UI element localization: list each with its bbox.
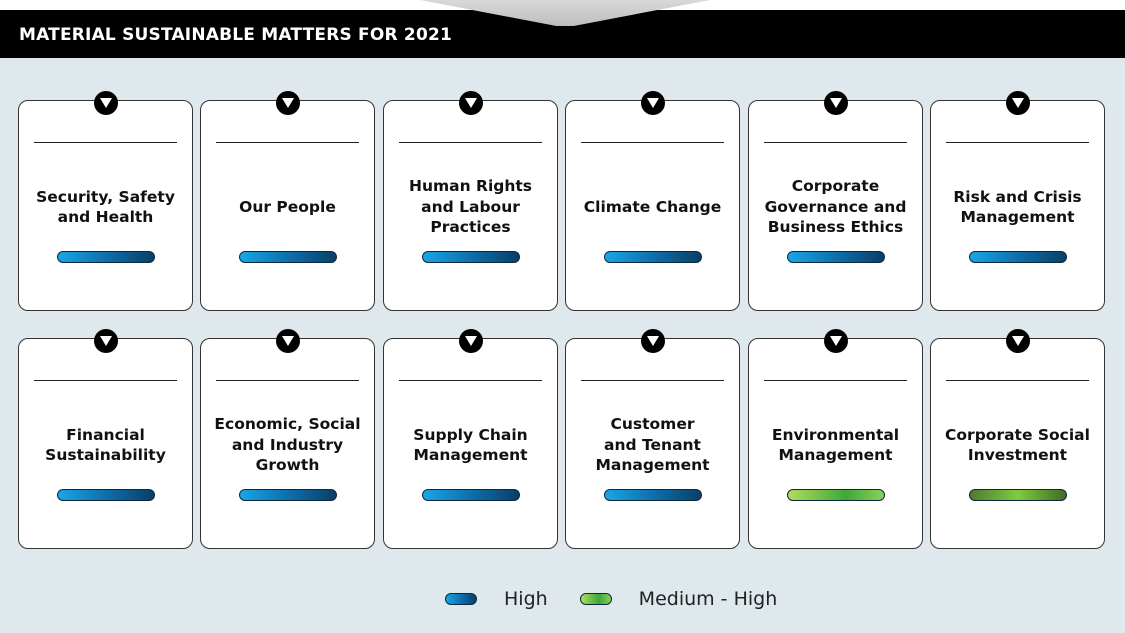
card-divider: [216, 380, 359, 381]
level-indicator-high: [56, 489, 155, 501]
page-title: MATERIAL SUSTAINABLE MATTERS FOR 2021: [19, 25, 453, 45]
card-title: Customer and Tenant Management: [595, 415, 710, 475]
legend: High Medium - High: [445, 586, 809, 612]
card-divider: [34, 380, 177, 381]
chevron-down-icon: [275, 329, 300, 353]
matter-card: Risk and Crisis Management: [930, 91, 1105, 311]
chevron-down-icon: [1005, 91, 1030, 115]
card-divider: [764, 142, 907, 143]
card-title: Our People: [239, 197, 336, 216]
chevron-down-icon: [458, 91, 483, 115]
card-title: Security, Safety and Health: [36, 187, 175, 227]
chevron-down-icon: [823, 329, 848, 353]
matter-card: Customer and Tenant Management: [565, 329, 740, 549]
level-indicator-high: [786, 251, 885, 263]
chevron-down-icon: [275, 91, 300, 115]
chevron-down-icon: [1005, 329, 1030, 353]
card-title: Climate Change: [583, 197, 722, 216]
matter-card: Corporate Governance and Business Ethics: [748, 91, 923, 311]
level-indicator-medium-high: [786, 489, 885, 501]
card-divider: [946, 380, 1089, 381]
card-divider: [34, 142, 177, 143]
matter-card: Our People: [200, 91, 375, 311]
card-title: Financial Sustainability: [45, 425, 166, 465]
legend-high-label: High: [504, 588, 548, 610]
card-divider: [216, 142, 359, 143]
legend-medium-high-label: Medium - High: [638, 588, 778, 610]
card-divider: [764, 380, 907, 381]
matter-card: Security, Safety and Health: [18, 91, 193, 311]
level-indicator-high: [238, 251, 337, 263]
level-indicator-high: [603, 489, 702, 501]
card-divider: [581, 380, 724, 381]
chevron-down-icon: [458, 329, 483, 353]
level-indicator-high: [56, 251, 155, 263]
level-indicator-high: [968, 251, 1067, 263]
level-indicator-high: [603, 251, 702, 263]
legend-medium-high-swatch: [579, 593, 612, 605]
card-divider: [946, 142, 1089, 143]
card-title: Human Rights and Labour Practices: [408, 177, 533, 237]
matter-card: Climate Change: [565, 91, 740, 311]
card-title: Environmental Management: [771, 425, 900, 465]
card-title: Supply Chain Management: [413, 425, 528, 465]
matter-card: Environmental Management: [748, 329, 923, 549]
level-indicator-high: [421, 251, 520, 263]
chevron-down-icon: [640, 91, 665, 115]
level-indicator-medium-high: [968, 489, 1067, 501]
matter-card: Corporate Social Investment: [930, 329, 1105, 549]
matter-card: Human Rights and Labour Practices: [383, 91, 558, 311]
level-indicator-high: [421, 489, 520, 501]
chevron-down-icon: [823, 91, 848, 115]
matter-card: Economic, Social and Industry Growth: [200, 329, 375, 549]
chevron-down-icon: [93, 329, 118, 353]
card-divider: [399, 142, 542, 143]
card-title: Economic, Social and Industry Growth: [214, 415, 361, 475]
card-title: Corporate Governance and Business Ethics: [764, 177, 907, 237]
card-title: Risk and Crisis Management: [953, 187, 1082, 227]
card-divider: [399, 380, 542, 381]
card-divider: [581, 142, 724, 143]
legend-high-swatch: [445, 593, 477, 605]
chevron-down-icon: [93, 91, 118, 115]
matter-card: Financial Sustainability: [18, 329, 193, 549]
card-title: Corporate Social Investment: [945, 425, 1090, 465]
level-indicator-high: [238, 489, 337, 501]
matter-card: Supply Chain Management: [383, 329, 558, 549]
chevron-down-icon: [640, 329, 665, 353]
